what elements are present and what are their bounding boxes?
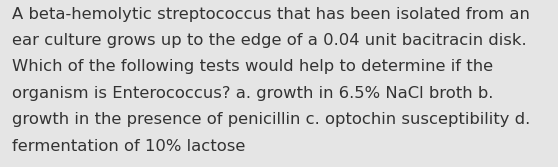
Text: Which of the following tests would help to determine if the: Which of the following tests would help …	[12, 59, 493, 74]
Text: organism is Enterococcus? a. growth in 6.5% NaCl broth b.: organism is Enterococcus? a. growth in 6…	[12, 86, 494, 101]
Text: ear culture grows up to the edge of a 0.04 unit bacitracin disk.: ear culture grows up to the edge of a 0.…	[12, 33, 527, 48]
Text: growth in the presence of penicillin c. optochin susceptibility d.: growth in the presence of penicillin c. …	[12, 112, 531, 127]
Text: A beta-hemolytic streptococcus that has been isolated from an: A beta-hemolytic streptococcus that has …	[12, 7, 530, 22]
Text: fermentation of 10% lactose: fermentation of 10% lactose	[12, 139, 246, 154]
